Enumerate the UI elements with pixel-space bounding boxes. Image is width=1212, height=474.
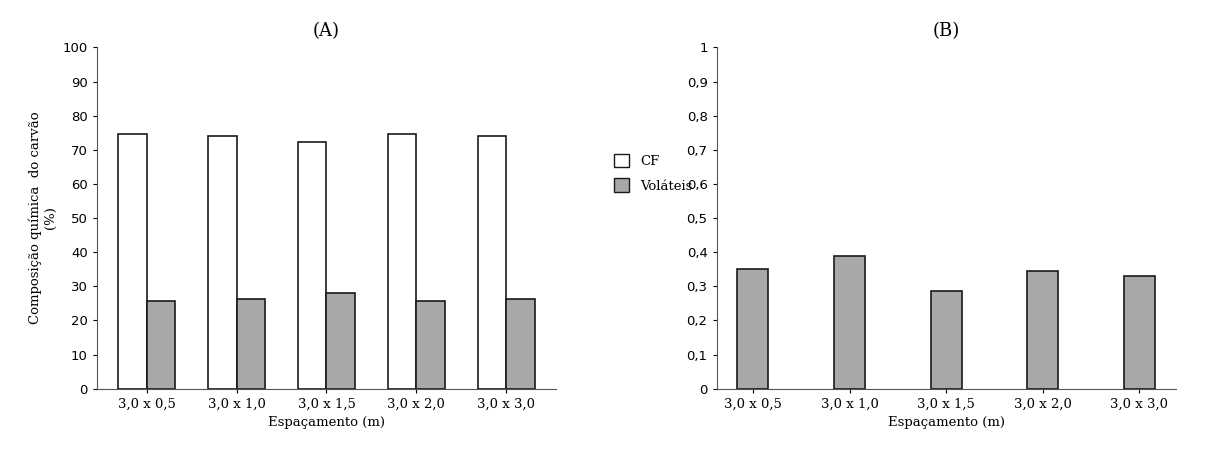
Bar	[931, 292, 961, 389]
X-axis label: Espaçamento (m): Espaçamento (m)	[268, 416, 385, 429]
Bar	[147, 301, 176, 389]
Bar	[737, 269, 768, 389]
X-axis label: Espaçamento (m): Espaçamento (m)	[887, 416, 1005, 429]
Bar	[1028, 271, 1058, 389]
Bar	[507, 299, 536, 389]
Bar	[388, 135, 417, 389]
Bar	[417, 301, 445, 389]
Title: (B): (B)	[932, 22, 960, 40]
Bar	[1124, 276, 1155, 389]
Bar	[236, 299, 265, 389]
Bar	[298, 142, 326, 389]
Bar	[326, 293, 355, 389]
Bar	[834, 255, 865, 389]
Bar	[207, 136, 236, 389]
Bar	[478, 136, 507, 389]
Y-axis label: Composição química  do carvão
(%): Composição química do carvão (%)	[29, 112, 57, 324]
Bar	[118, 135, 147, 389]
Legend: CF, Voláteis: CF, Voláteis	[610, 150, 696, 196]
Title: (A): (A)	[313, 22, 341, 40]
